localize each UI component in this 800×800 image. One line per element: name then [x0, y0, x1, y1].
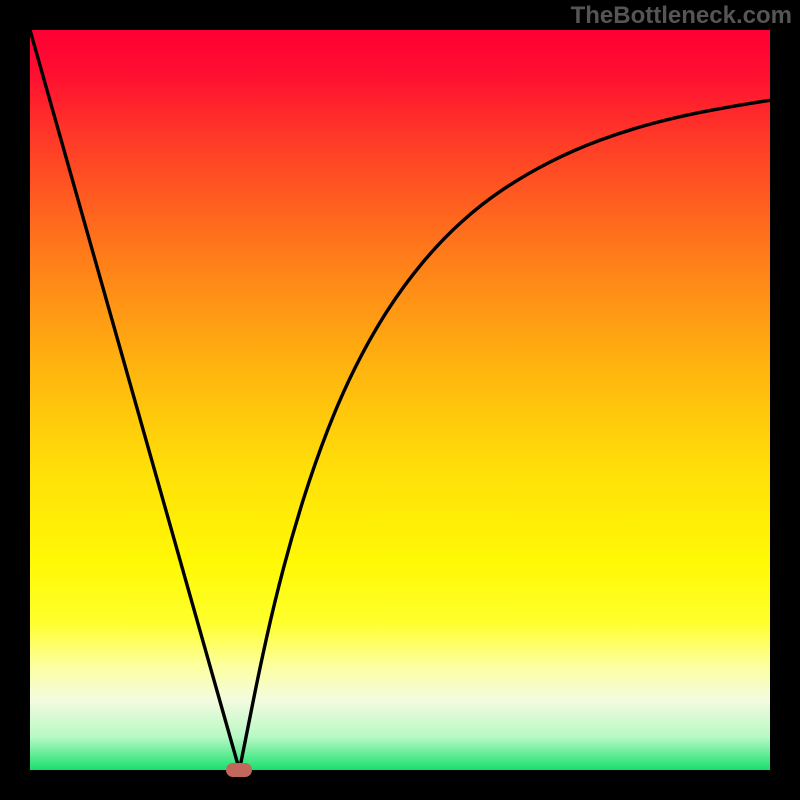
- curve-left-branch: [30, 30, 239, 770]
- curve-right-branch: [239, 100, 770, 770]
- plot-area: [30, 30, 770, 770]
- chart-container: TheBottleneck.com: [0, 0, 800, 800]
- curve-svg: [30, 30, 770, 770]
- curve-minimum-marker: [226, 763, 252, 777]
- watermark-text: TheBottleneck.com: [571, 2, 792, 30]
